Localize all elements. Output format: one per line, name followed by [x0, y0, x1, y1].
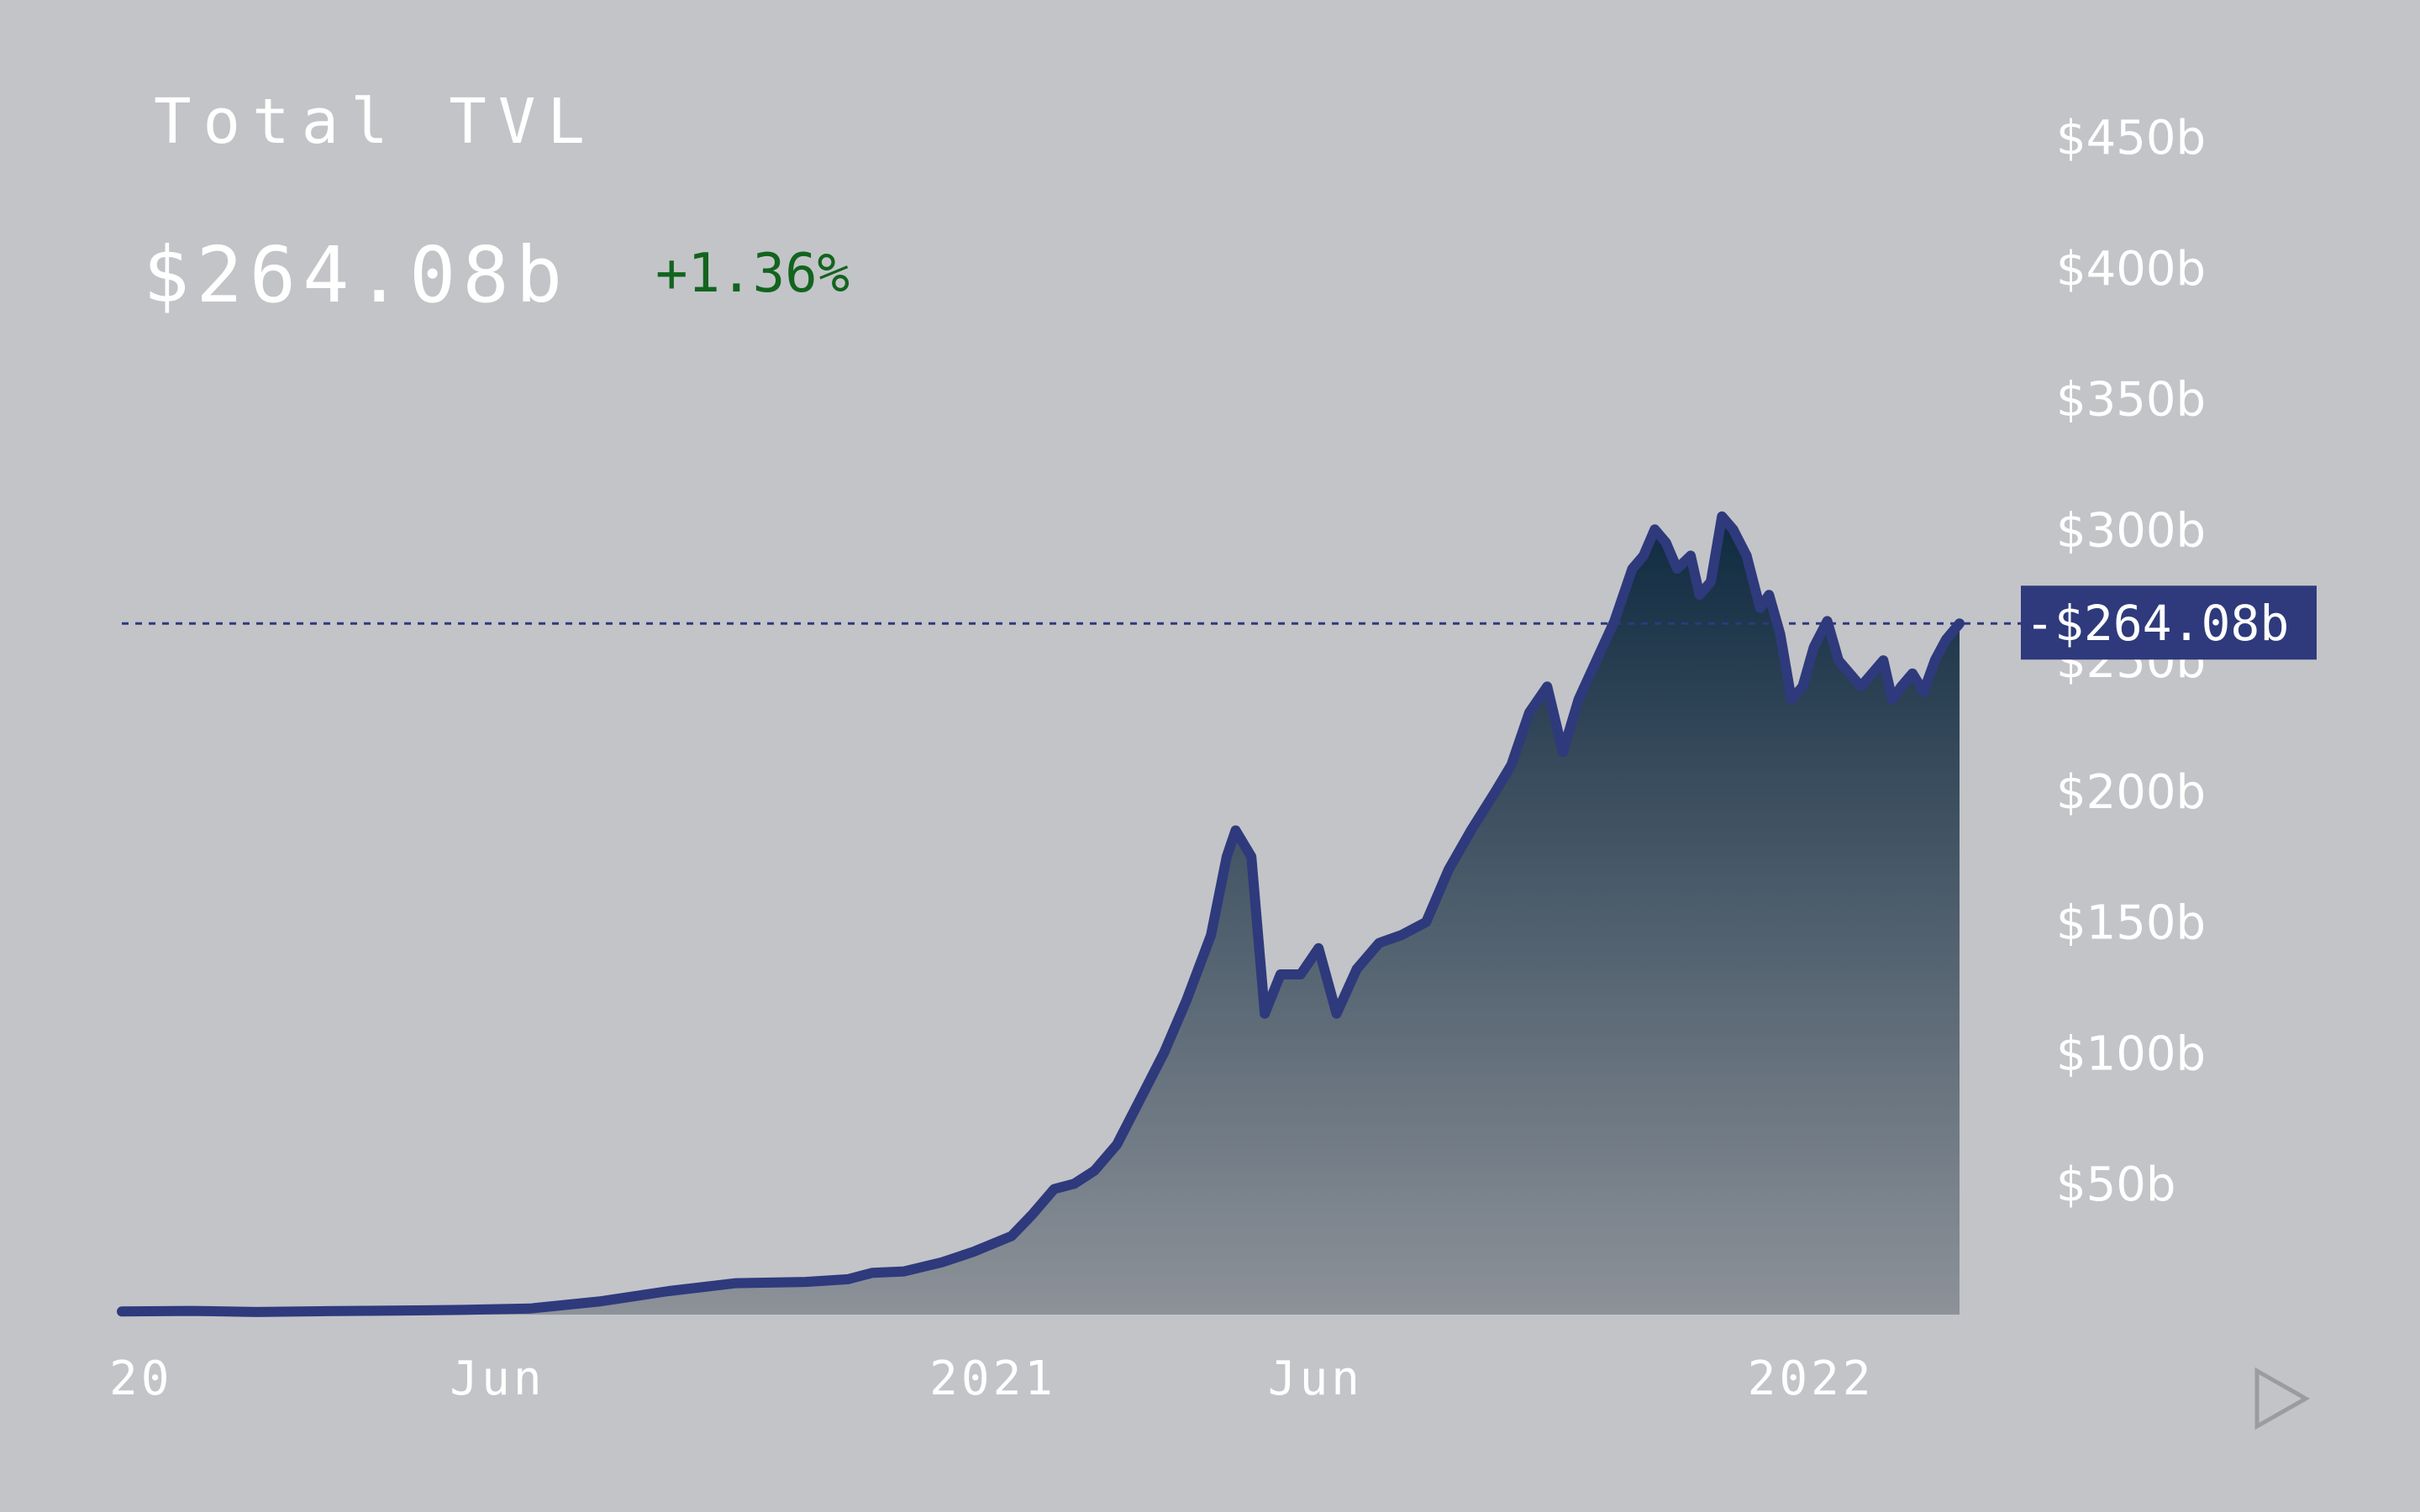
tvl-series-line: [117, 511, 1965, 1317]
y-tick-label: $450b: [2056, 111, 2206, 165]
play-icon[interactable]: [2254, 1367, 2311, 1431]
x-tick-label: Jun: [450, 1352, 544, 1406]
x-tick-label: 20: [109, 1352, 172, 1406]
y-tick-label: $400b: [2056, 242, 2206, 297]
y-tick-label: $350b: [2056, 373, 2206, 428]
y-tick-label: $300b: [2056, 503, 2206, 558]
percent-change: +1.36%: [655, 243, 850, 305]
current-price-badge: -$264.08b: [2021, 585, 2317, 660]
x-tick-label: Jun: [1268, 1352, 1363, 1406]
current-price-label: -$264.08b: [2025, 595, 2289, 652]
x-tick-label: 2022: [1748, 1352, 1875, 1406]
y-tick-label: $200b: [2056, 765, 2206, 820]
x-tick-label: 2021: [929, 1352, 1056, 1406]
tvl-area-fill: [122, 516, 1960, 1315]
y-tick-label: $50b: [2056, 1158, 2175, 1212]
y-axis: $450b$400b$350b$300b$250b$200b$150b$100b…: [2056, 111, 2206, 1212]
y-tick-label: $100b: [2056, 1026, 2206, 1081]
x-axis: 20 Jun 2021 Jun 2022: [109, 1352, 1875, 1406]
current-value: $264.08b: [143, 230, 570, 320]
y-tick-label: $150b: [2056, 896, 2206, 951]
chart-title: Total TVL: [154, 86, 597, 158]
